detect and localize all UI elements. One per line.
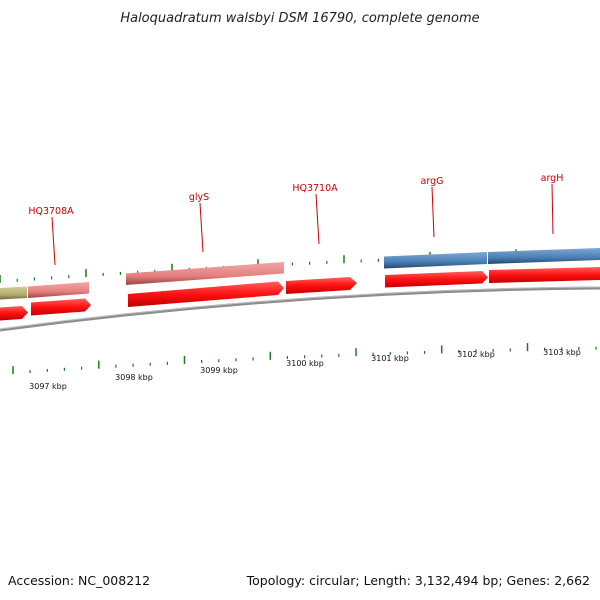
cds-arrow [128, 281, 284, 307]
cds-arrow [0, 306, 28, 321]
gene-olive-feature [0, 286, 27, 300]
scale-labels: 3097 kbp 3098 kbp 3099 kbp 3100 kbp 3101… [29, 348, 581, 391]
scale-label: 3099 kbp [200, 366, 238, 375]
genome-title: Haloquadratum walsbyi DSM 16790, complet… [120, 11, 479, 26]
gene-hq3708a-feature [28, 282, 89, 298]
gene-label-glys: glyS [189, 192, 209, 203]
scale-label: 3100 kbp [286, 359, 324, 368]
gene-label-argh: argH [541, 173, 564, 184]
label-leader-line [551, 183, 554, 235]
cds-arrow [31, 298, 91, 316]
label-leader-line [51, 216, 56, 266]
cds-arrow [385, 271, 488, 288]
scale-tick-row [12, 343, 597, 375]
scale-label: 3097 kbp [29, 382, 67, 391]
genome-backbone-highlight [0, 286, 600, 330]
gene-labels: HQ3708A glyS HQ3710A argG argH [28, 173, 564, 266]
gene-track [0, 248, 600, 300]
cds-track [0, 267, 600, 321]
gene-argg-feature [384, 252, 487, 269]
topology-text: Topology: circular; Length: 3,132,494 bp… [246, 573, 590, 588]
genome-backbone [0, 286, 600, 332]
label-leader-line [315, 193, 320, 245]
gene-argh-feature [488, 248, 600, 264]
scale-label: 3098 kbp [115, 373, 153, 382]
label-leader-line [199, 202, 204, 253]
gene-glys-feature [126, 262, 284, 285]
gene-label-argg: argG [421, 176, 444, 187]
scale-label: 3102 kbp [457, 350, 495, 359]
cds-arrow [489, 267, 600, 283]
gene-label-hq3708a: HQ3708A [28, 206, 74, 217]
scale-label: 3101 kbp [371, 354, 409, 363]
cds-arrow [286, 277, 357, 294]
label-leader-line [431, 186, 435, 238]
accession-text: Accession: NC_008212 [8, 573, 150, 588]
scale-label: 3103 kbp [543, 348, 581, 357]
gene-label-hq3710a: HQ3710A [292, 183, 338, 194]
